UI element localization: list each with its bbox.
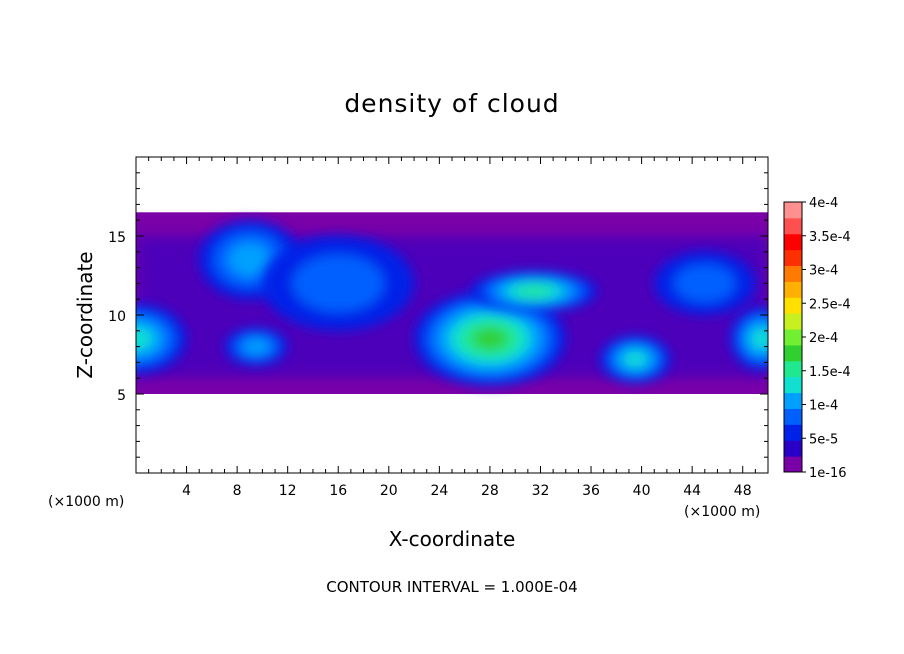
y-axis-label: Z-coordinate <box>73 251 97 378</box>
colorbar-segment <box>784 265 802 282</box>
cloud-field <box>136 212 768 394</box>
x-tick-label: 40 <box>633 483 651 499</box>
x-tick-label: 4 <box>182 483 191 499</box>
cloud-core <box>262 236 415 331</box>
colorbar-label: 2.5e-4 <box>809 297 851 312</box>
x-axis-ticks: 4 8 12 16 20 24 28 32 36 40 44 48 <box>148 157 756 499</box>
colorbar-segment <box>784 392 802 409</box>
y-tick-label: 5 <box>117 388 126 404</box>
x-tick-label: 24 <box>430 483 448 499</box>
colorbar-segment <box>784 424 802 441</box>
x-tick-label: 12 <box>279 483 297 499</box>
y-tick-label: 10 <box>108 309 126 325</box>
colorbar-segment <box>784 360 802 378</box>
colorbar-segment <box>784 329 802 346</box>
x-axis-label: X-coordinate <box>389 527 516 551</box>
colorbar-segment <box>784 408 802 425</box>
x-tick-label: 44 <box>683 483 701 499</box>
colorbar-label: 2e-4 <box>809 331 838 346</box>
colorbar-label: 5e-5 <box>809 432 838 447</box>
colorbar-label: 4e-4 <box>809 196 838 211</box>
cloud-core <box>730 307 768 371</box>
colorbar-label: 3e-4 <box>809 264 838 279</box>
colorbar-label: 1e-4 <box>809 399 838 414</box>
cloud-core <box>224 327 288 366</box>
colorbar-segment <box>784 313 802 330</box>
contour-interval-note: CONTOUR INTERVAL = 1.000E-04 <box>326 578 577 596</box>
cloud-core <box>470 270 598 312</box>
colorbar-segment <box>784 376 802 394</box>
x-tick-label: 16 <box>329 483 347 499</box>
colorbar-segment <box>784 297 802 314</box>
colorbar-segment <box>784 233 802 251</box>
colorbar-segment <box>784 249 802 267</box>
colorbar-label: 3.5e-4 <box>809 230 851 245</box>
x-tick-label: 8 <box>233 483 242 499</box>
cloud-core <box>136 303 187 374</box>
colorbar-segment <box>784 281 802 298</box>
chart-title: density of cloud <box>344 89 559 118</box>
colorbar-segment <box>784 456 802 473</box>
colorbar-label: 1e-16 <box>809 466 847 481</box>
x-tick-label: 32 <box>532 483 550 499</box>
x-unit-left: (×1000 m) <box>48 494 124 510</box>
colorbar-segment <box>784 344 802 362</box>
cloud-core <box>599 335 671 383</box>
cloud-core <box>654 251 756 315</box>
y-tick-label: 15 <box>108 230 126 246</box>
x-tick-label: 36 <box>582 483 600 499</box>
colorbar-segment <box>784 440 802 457</box>
x-unit-right: (×1000 m) <box>684 504 760 520</box>
colorbar: 1e-16 5e-5 1e-4 1.5e-4 2e-4 2.5e-4 3e-4 3.5e-4 4… <box>783 196 851 481</box>
y-axis-ticks: 5 10 15 <box>108 172 768 458</box>
colorbar-segment <box>784 217 802 235</box>
x-tick-label: 20 <box>380 483 398 499</box>
x-tick-label: 48 <box>734 483 752 499</box>
cloud-core <box>414 291 566 387</box>
colorbar-label: 1.5e-4 <box>809 365 851 380</box>
x-tick-label: 28 <box>481 483 499 499</box>
colorbar-segment <box>784 202 802 219</box>
